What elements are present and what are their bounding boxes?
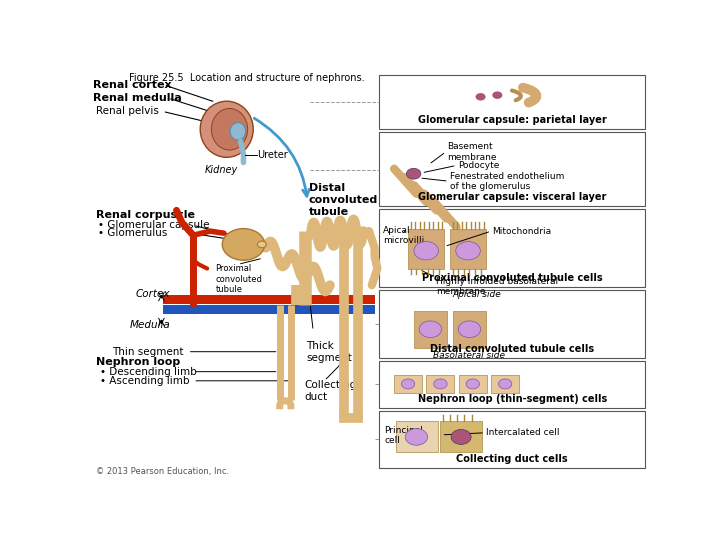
Circle shape bbox=[458, 321, 481, 338]
Circle shape bbox=[414, 241, 438, 260]
Text: Kidney: Kidney bbox=[204, 165, 238, 174]
Circle shape bbox=[476, 93, 485, 100]
Circle shape bbox=[492, 91, 503, 99]
Text: Cortex: Cortex bbox=[136, 289, 170, 299]
Circle shape bbox=[401, 379, 415, 389]
Bar bbox=[163, 305, 374, 314]
Text: Collecting
duct: Collecting duct bbox=[305, 380, 357, 402]
Bar bbox=[379, 411, 645, 468]
Text: Ureter: Ureter bbox=[258, 150, 288, 160]
Circle shape bbox=[498, 379, 512, 389]
Text: Apical side: Apical side bbox=[452, 290, 501, 299]
Circle shape bbox=[406, 168, 421, 179]
Text: Renal medulla: Renal medulla bbox=[93, 93, 181, 103]
Bar bbox=[379, 132, 645, 206]
Ellipse shape bbox=[200, 101, 253, 157]
Text: Fenestrated endothelium
of the glomerulus: Fenestrated endothelium of the glomerulu… bbox=[450, 172, 564, 191]
Text: Renal pelvis: Renal pelvis bbox=[96, 106, 158, 116]
Bar bbox=[379, 290, 645, 358]
Text: Medulla: Medulla bbox=[130, 320, 171, 330]
Text: Basolateral side: Basolateral side bbox=[433, 351, 505, 360]
Text: Mitochondria: Mitochondria bbox=[492, 227, 551, 235]
Bar bbox=[379, 361, 645, 408]
Text: Basement
membrane: Basement membrane bbox=[447, 143, 497, 162]
Ellipse shape bbox=[212, 109, 248, 150]
Text: • Descending limb: • Descending limb bbox=[100, 367, 197, 377]
Text: Principal
cell: Principal cell bbox=[384, 426, 423, 445]
Text: Apical
microvilli: Apical microvilli bbox=[383, 226, 424, 245]
Bar bbox=[379, 75, 645, 129]
Circle shape bbox=[466, 379, 480, 389]
Text: Thick
segment: Thick segment bbox=[307, 341, 352, 362]
Text: Proximal convoluted tubule cells: Proximal convoluted tubule cells bbox=[422, 273, 603, 283]
Bar bbox=[441, 421, 482, 453]
Bar bbox=[459, 375, 487, 393]
Bar bbox=[394, 375, 422, 393]
Ellipse shape bbox=[230, 123, 246, 140]
Bar bbox=[413, 311, 447, 348]
Circle shape bbox=[405, 429, 428, 446]
Text: Renal cortex: Renal cortex bbox=[93, 80, 171, 90]
Bar bbox=[426, 375, 454, 393]
Text: • Glomerular capsule: • Glomerular capsule bbox=[99, 220, 210, 230]
Text: Distal
convoluted
tubule: Distal convoluted tubule bbox=[309, 184, 378, 217]
Bar bbox=[396, 421, 438, 453]
Bar bbox=[450, 229, 486, 268]
Text: Nephron loop: Nephron loop bbox=[96, 357, 180, 367]
Bar bbox=[453, 311, 486, 348]
Text: Nephron loop (thin-segment) cells: Nephron loop (thin-segment) cells bbox=[418, 394, 607, 404]
Circle shape bbox=[456, 241, 480, 260]
Text: Distal convoluted tubule cells: Distal convoluted tubule cells bbox=[430, 344, 594, 354]
Text: Proximal
convoluted
tubule: Proximal convoluted tubule bbox=[215, 265, 262, 294]
Text: Figure 25.5  Location and structure of nephrons.: Figure 25.5 Location and structure of ne… bbox=[129, 73, 365, 83]
Text: Glomerular capsule: visceral layer: Glomerular capsule: visceral layer bbox=[418, 192, 606, 202]
Bar bbox=[408, 229, 444, 268]
FancyArrowPatch shape bbox=[254, 118, 310, 196]
Circle shape bbox=[222, 228, 265, 260]
Bar bbox=[379, 209, 645, 287]
Circle shape bbox=[433, 379, 447, 389]
Circle shape bbox=[258, 241, 266, 248]
Text: Intercalated cell: Intercalated cell bbox=[486, 428, 559, 437]
Circle shape bbox=[451, 429, 471, 444]
Text: Glomerular capsule: parietal layer: Glomerular capsule: parietal layer bbox=[418, 115, 606, 125]
Text: Highly infolded basolateral
membrane: Highly infolded basolateral membrane bbox=[436, 277, 558, 296]
Bar bbox=[491, 375, 519, 393]
Text: Podocyte: Podocyte bbox=[459, 161, 500, 170]
Text: Thin segment: Thin segment bbox=[112, 347, 184, 357]
Bar bbox=[163, 295, 374, 304]
Text: Collecting duct cells: Collecting duct cells bbox=[456, 454, 568, 464]
Circle shape bbox=[419, 321, 441, 338]
Text: • Ascending limb: • Ascending limb bbox=[100, 376, 189, 386]
Text: • Glomerulus: • Glomerulus bbox=[99, 228, 168, 238]
Text: Renal corpuscle: Renal corpuscle bbox=[96, 210, 194, 220]
Text: © 2013 Pearson Education, Inc.: © 2013 Pearson Education, Inc. bbox=[96, 468, 229, 476]
